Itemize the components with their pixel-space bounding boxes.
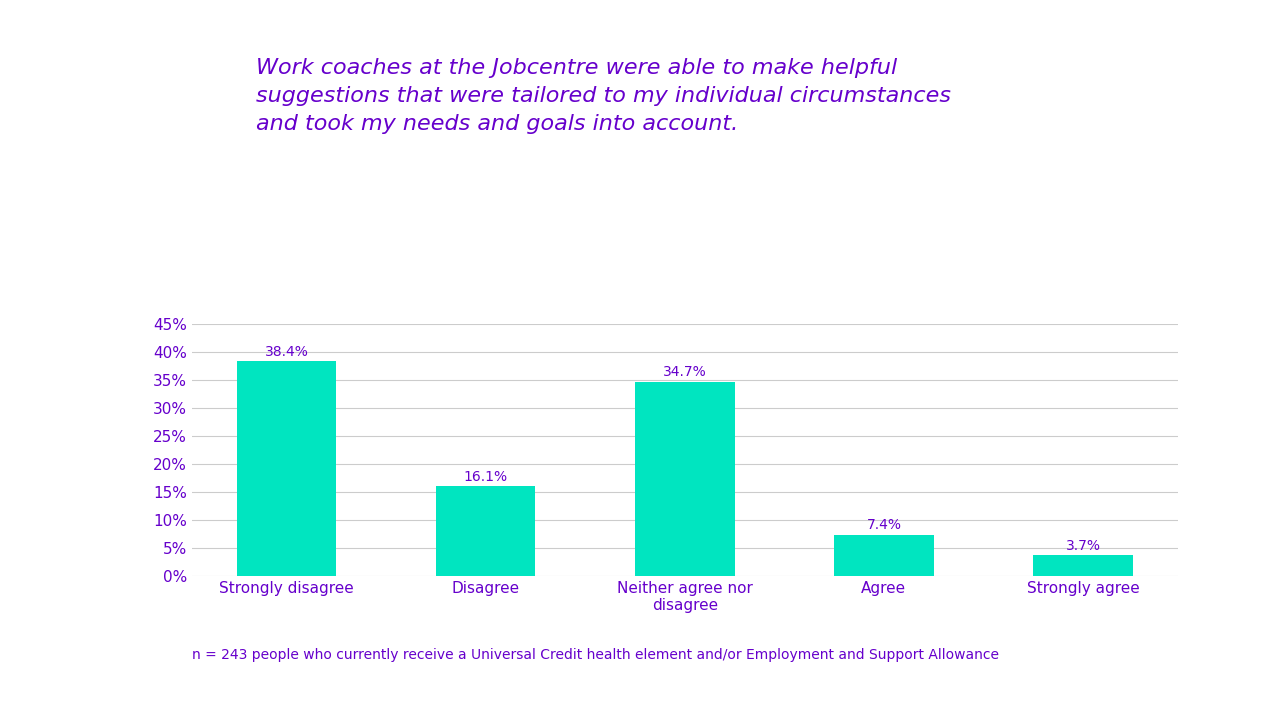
- Bar: [237, 361, 337, 576]
- Text: n = 243 people who currently receive a Universal Credit health element and/or Em: n = 243 people who currently receive a U…: [192, 649, 998, 662]
- Text: 38.4%: 38.4%: [265, 345, 308, 359]
- Text: 16.1%: 16.1%: [463, 469, 508, 484]
- Text: Work coaches at the Jobcentre were able to make helpful
suggestions that were ta: Work coaches at the Jobcentre were able …: [256, 58, 951, 134]
- Text: 3.7%: 3.7%: [1065, 539, 1101, 553]
- Bar: [835, 534, 933, 576]
- Text: 7.4%: 7.4%: [867, 518, 901, 532]
- Text: 34.7%: 34.7%: [663, 366, 707, 379]
- Bar: [436, 486, 535, 576]
- Bar: [1033, 555, 1133, 576]
- Bar: [635, 382, 735, 576]
